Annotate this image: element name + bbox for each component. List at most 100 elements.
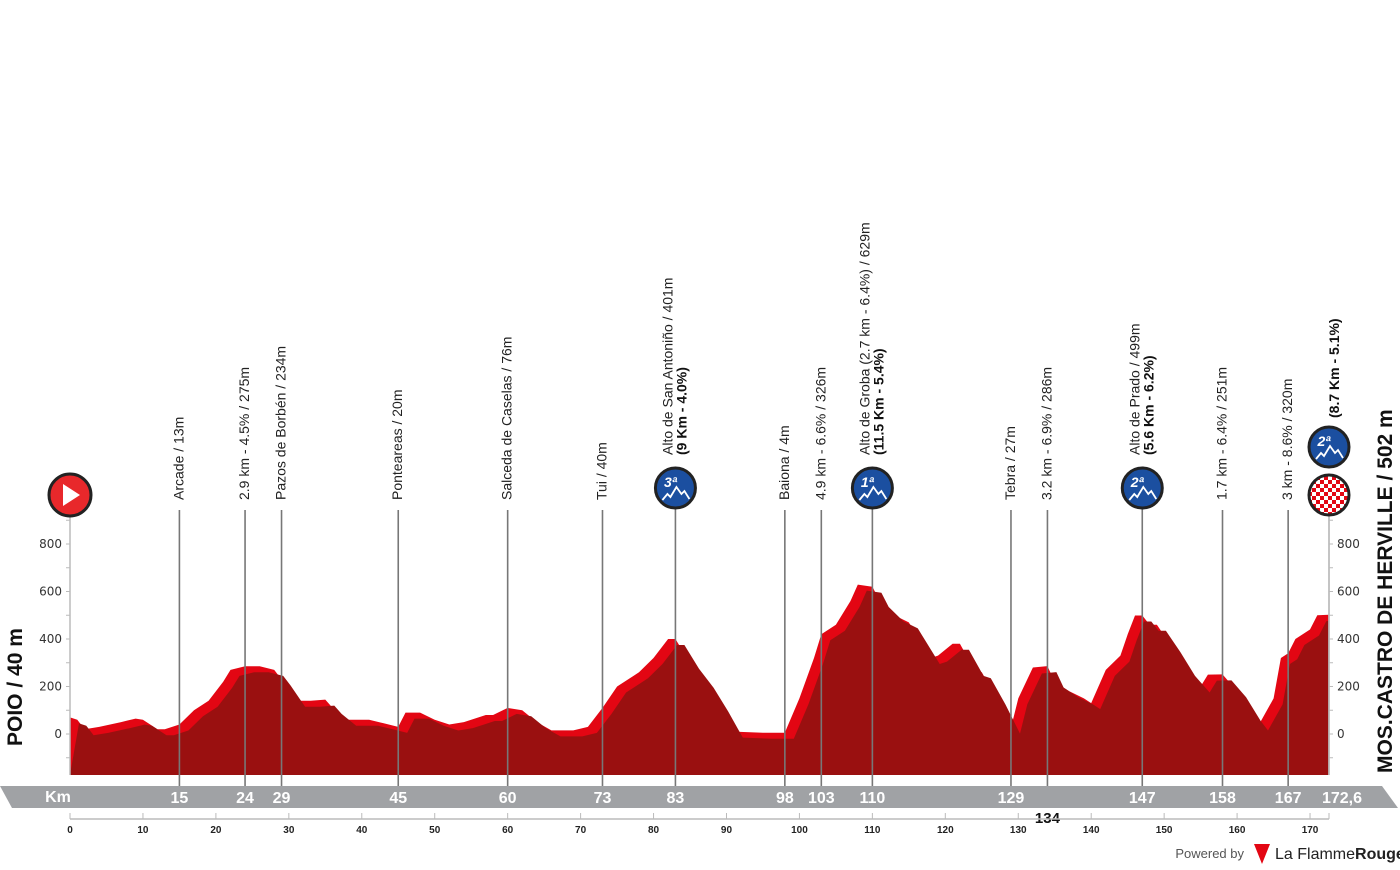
climb-category-text: 1ª [861, 474, 875, 490]
climb-stats-label: (8.7 Km - 5.1%) [1326, 318, 1342, 418]
x-tick-label: 80 [648, 825, 660, 836]
x-tick-label: 50 [429, 825, 441, 836]
route-point-label: Tebra / 27m [1002, 426, 1018, 500]
climb-category-badge-icon: 2ª [1307, 425, 1351, 469]
route-point-label: 2.9 km - 4.5% / 275m [236, 367, 252, 500]
climb-stats-label: (5.6 Km - 6.2%) [1140, 355, 1156, 455]
km-band-label: 83 [667, 790, 685, 807]
x-tick-label: 20 [210, 825, 222, 836]
route-point-label: Tui / 40m [593, 442, 609, 500]
route-point: 3ª Alto de San Antoniño / 401m(9 Km - 4.0… [653, 278, 697, 786]
powered-by-logo: Powered by La FlammeRouge [1175, 844, 1400, 864]
x-tick-label: 90 [721, 825, 733, 836]
route-point-label: Ponteareas / 20m [389, 389, 405, 500]
route-point-label: Alto de Groba (2.7 km - 6.4%) / 629m [856, 222, 872, 455]
route-point: 3 km - 8.6% / 320m [1279, 379, 1295, 786]
route-point-label: Alto de San Antoniño / 401m [659, 278, 675, 455]
y-tick-label: 400 [39, 632, 62, 646]
brand-text-b: Rouge [1355, 846, 1400, 863]
y-tick-label: 400 [1337, 632, 1360, 646]
x-tick-label: 150 [1156, 825, 1173, 836]
route-point: Salceda de Caselas / 76m [499, 337, 515, 786]
svg-text:La FlammeRouge: La FlammeRouge [1275, 846, 1400, 863]
km-band [0, 786, 1398, 808]
route-point: Baiona / 4m [776, 425, 792, 786]
x-tick-label: 0 [67, 825, 73, 836]
finish-label: MOS.CASTRO DE HERVILLE / 502 m [1374, 409, 1397, 773]
route-point-label: 4.9 km - 6.6% / 326m [812, 367, 828, 500]
x-tick-label: 60 [502, 825, 514, 836]
flamme-rouge-icon [1254, 844, 1270, 864]
x-tick-label: 130 [1010, 825, 1027, 836]
climb-category-text: 3ª [664, 474, 678, 490]
x-tick-label: 110 [864, 825, 881, 836]
climb-category-badge-icon: 1ª [850, 466, 894, 510]
climb-stats-label: (11.5 Km - 5.4%) [870, 348, 886, 455]
y-tick-label: 600 [39, 585, 62, 599]
x-tick-label: 160 [1229, 825, 1246, 836]
y-tick-label: 200 [1337, 680, 1360, 694]
finish-flag-icon [1307, 473, 1351, 517]
route-point: 2ª (8.7 Km - 5.1%) [1307, 318, 1351, 775]
route-point-label: 3 km - 8.6% / 320m [1279, 379, 1295, 500]
km-band-label: 147 [1129, 790, 1156, 807]
climb-category-badge-icon: 3ª [653, 466, 697, 510]
y-tick-label: 800 [1337, 537, 1360, 551]
x-tick-label: 120 [937, 825, 954, 836]
y-tick-label: 200 [39, 680, 62, 694]
y-tick-label: 600 [1337, 585, 1360, 599]
x-tick-label: 30 [283, 825, 295, 836]
km-band-label: 158 [1209, 790, 1236, 807]
x-tick-label: 140 [1083, 825, 1100, 836]
km-band-label: 60 [499, 790, 517, 807]
y-tick-label: 0 [54, 727, 62, 741]
route-point: Tui / 40m [593, 442, 609, 786]
route-point: 2.9 km - 4.5% / 275m [236, 367, 252, 786]
x-tick-label: 170 [1302, 825, 1319, 836]
route-point-label: Arcade / 13m [170, 417, 186, 500]
y-tick-label: 0 [1337, 727, 1345, 741]
route-point-label: Salceda de Caselas / 76m [499, 337, 515, 500]
brand-text-a: La Flamme [1275, 846, 1355, 863]
route-point: 3.2 km - 6.9% / 286m [1038, 367, 1054, 786]
climb-stats-label: (9 Km - 4.0%) [673, 367, 689, 455]
x-tick-label: 10 [137, 825, 149, 836]
km-band-label: 103 [808, 790, 835, 807]
climb-category-badge-icon: 2ª [1120, 466, 1164, 510]
km-band-label: 167 [1275, 790, 1302, 807]
route-point-label: 3.2 km - 6.9% / 286m [1038, 367, 1054, 500]
km-band-label: 24 [236, 790, 254, 807]
x-tick-label: 40 [356, 825, 368, 836]
route-point: Pazos de Borbén / 234m [273, 346, 289, 786]
x-tick-label: 70 [575, 825, 587, 836]
route-point: 1ª Alto de Groba (2.7 km - 6.4%) / 629m(1… [850, 222, 894, 786]
climb-category-text: 2ª [1130, 474, 1145, 490]
km-band-label: 129 [998, 790, 1025, 807]
x-tick-label: 100 [791, 825, 808, 836]
km-band-title: Km [45, 789, 71, 806]
route-point: 4.9 km - 6.6% / 326m [812, 367, 828, 786]
powered-by-text: Powered by [1175, 846, 1244, 861]
route-point-label: Baiona / 4m [776, 425, 792, 500]
route-point-label: Alto de Prado / 499m [1126, 323, 1142, 455]
y-tick-label: 800 [39, 537, 62, 551]
climb-category-text: 2ª [1317, 433, 1332, 449]
km-band-label: 73 [594, 790, 612, 807]
km-band-label: 98 [776, 790, 794, 807]
km-band-label: 110 [859, 790, 885, 807]
route-point: Arcade / 13m [170, 417, 186, 786]
route-point: 1.7 km - 6.4% / 251m [1214, 367, 1230, 786]
elevation-profile-shade [70, 590, 1329, 775]
start-label: POIO / 40 m [4, 628, 27, 746]
route-point: 2ª Alto de Prado / 499m(5.6 Km - 6.2%) [1120, 323, 1164, 786]
route-point-label: 1.7 km - 6.4% / 251m [1214, 367, 1230, 500]
km-band-label: 15 [171, 790, 189, 807]
route-point: Tebra / 27m [1002, 426, 1018, 786]
km-band-label: 29 [273, 790, 291, 807]
start-icon [47, 472, 93, 518]
route-point: Ponteareas / 20m [389, 389, 405, 786]
km-band-label: 172,6 [1322, 790, 1362, 807]
km-band-label: 45 [389, 790, 407, 807]
route-point-label: Pazos de Borbén / 234m [273, 346, 289, 500]
